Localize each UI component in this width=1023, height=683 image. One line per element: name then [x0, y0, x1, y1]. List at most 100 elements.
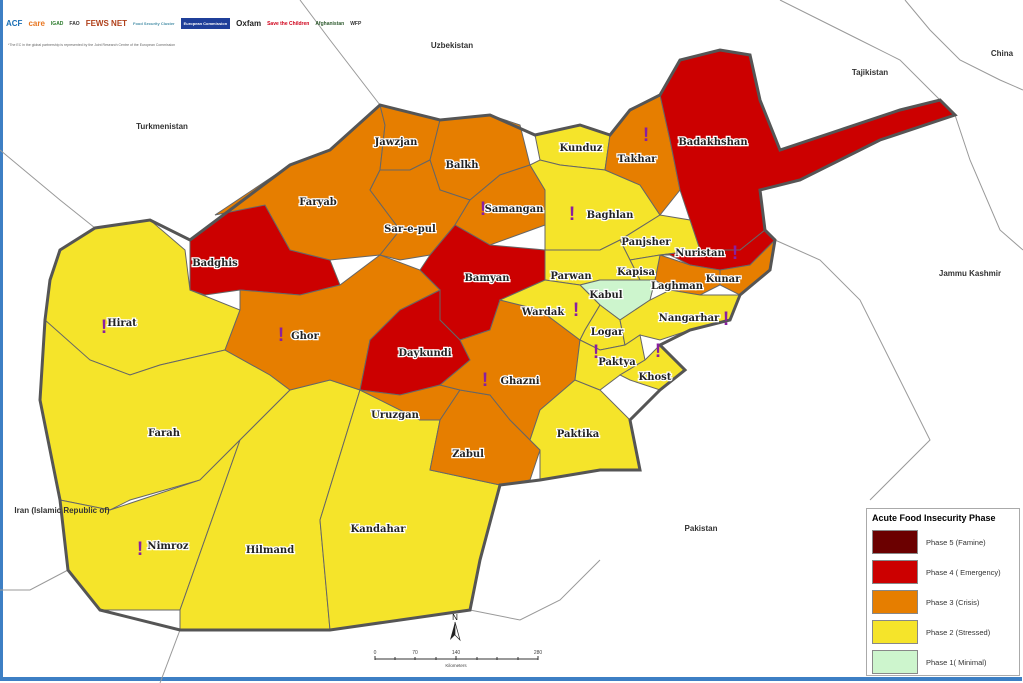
- label-samangan: Samangan: [485, 204, 545, 215]
- label-ghazni: Ghazni: [500, 376, 539, 387]
- legend-swatch: [872, 560, 918, 584]
- alert-baghlan: !: [569, 204, 575, 225]
- label-iran: Iran (Islamic Republic of): [14, 506, 109, 515]
- label-wardak: Wardak: [521, 307, 566, 318]
- legend-item: Phase 5 (Famine): [872, 527, 1019, 557]
- logo-care: care: [28, 19, 45, 28]
- label-sar-e-pul: Sar-e-pul: [384, 224, 436, 235]
- label-kandahar: Kandahar: [351, 524, 407, 535]
- scale-unit: Kilometers: [445, 663, 467, 668]
- alert-ghazni: !: [482, 370, 488, 391]
- alert-nangarhar: !: [723, 309, 729, 330]
- legend-swatch: [872, 620, 918, 644]
- province-labels: Hirat Farah Nimroz Hilmand Kandahar Badg…: [106, 136, 750, 558]
- north-arrow-icon: [450, 622, 455, 640]
- label-ghor: Ghor: [291, 331, 319, 342]
- label-khost: Khost: [639, 372, 672, 383]
- legend-swatch: [872, 650, 918, 674]
- logo-save-the-children: Save the Children: [267, 20, 310, 27]
- label-jawzjan: Jawzjan: [374, 137, 419, 148]
- label-pakistan: Pakistan: [685, 524, 718, 533]
- alert-nimroz: !: [137, 539, 143, 560]
- label-faryab: Faryab: [299, 197, 337, 208]
- north-label: N: [452, 613, 458, 622]
- label-takhar: Takhar: [618, 154, 658, 165]
- label-panjsher: Panjsher: [621, 237, 671, 248]
- label-parwan: Parwan: [550, 271, 592, 282]
- label-kapisa: Kapisa: [617, 267, 656, 278]
- legend: Acute Food Insecurity Phase Phase 5 (Fam…: [866, 508, 1020, 676]
- legend-label: Phase 3 (Crisis): [926, 597, 980, 607]
- label-farah: Farah: [148, 428, 181, 439]
- logo-footnote: *The EC in the global partnership is rep…: [8, 43, 176, 47]
- scale-tick: 140: [452, 650, 461, 656]
- alert-samangan: !: [480, 199, 486, 220]
- label-paktya: Paktya: [598, 357, 636, 368]
- scale-tick: 70: [412, 650, 418, 656]
- alert-paktya: !: [593, 342, 599, 363]
- label-logar: Logar: [591, 327, 624, 338]
- label-baghlan: Baghlan: [587, 210, 634, 221]
- legend-swatch: [872, 530, 918, 554]
- alert-markers: ! ! ! ! ! ! ! ! ! ! ! !: [101, 125, 738, 560]
- label-nuristan: Nuristan: [675, 248, 725, 259]
- label-turkmenistan: Turkmenistan: [136, 122, 188, 131]
- label-nimroz: Nimroz: [147, 541, 188, 552]
- label-kunduz: Kunduz: [560, 143, 603, 154]
- label-daykundi: Daykundi: [398, 348, 451, 359]
- label-badghis: Badghis: [192, 258, 238, 269]
- label-china: China: [991, 49, 1014, 58]
- label-kunar: Kunar: [706, 274, 741, 285]
- logo-fao: FAO: [69, 20, 80, 27]
- logo-oxfam: Oxfam: [236, 19, 262, 28]
- legend-swatch: [872, 590, 918, 614]
- legend-label: Phase 5 (Famine): [926, 537, 986, 547]
- scale-bar: N 0 70 140 280 Kilometers: [374, 613, 543, 668]
- logo-eu: European Commission: [180, 18, 231, 29]
- label-paktika: Paktika: [557, 429, 600, 440]
- province-badakhshan[interactable]: [659, 49, 956, 251]
- logo-fsc: Food Security Cluster: [133, 21, 175, 26]
- provinces: [39, 49, 956, 631]
- legend-label: Phase 1( Minimal): [926, 657, 987, 667]
- country-labels: Uzbekistan Tajikistan China Turkmenistan…: [14, 41, 1013, 533]
- logo-wfp: WFP: [350, 20, 362, 27]
- alert-ghor: !: [278, 325, 284, 346]
- legend-item: Phase 1( Minimal): [872, 647, 1019, 677]
- country-outline: [38, 48, 958, 632]
- label-balkh: Balkh: [446, 160, 480, 171]
- alert-khost: !: [655, 341, 661, 362]
- label-tajikistan: Tajikistan: [852, 68, 888, 77]
- legend-label: Phase 2 (Stressed): [926, 627, 991, 637]
- logo-fews-net: FEWS NET: [85, 19, 128, 28]
- label-jammu-kashmir: Jammu Kashmir: [939, 269, 1001, 278]
- label-hilmand: Hilmand: [246, 545, 294, 556]
- legend-item: Phase 2 (Stressed): [872, 617, 1019, 647]
- alert-hirat: !: [101, 317, 107, 338]
- partner-logos: ACF care IGAD FAO FEWS NET Food Security…: [6, 18, 361, 29]
- label-badakhshan: Badakhshan: [678, 137, 748, 148]
- label-hirat: Hirat: [107, 318, 137, 329]
- legend-item: Phase 4 ( Emergency): [872, 557, 1019, 587]
- label-bamyan: Bamyan: [464, 273, 510, 284]
- province-laghman[interactable]: [654, 254, 721, 296]
- logo-igad: IGAD: [50, 20, 64, 27]
- label-zabul: Zabul: [452, 449, 484, 460]
- scale-tick: 0: [374, 650, 377, 656]
- label-kabul: Kabul: [589, 290, 622, 301]
- alert-takhar: !: [643, 125, 649, 146]
- logo-acf: ACF: [6, 19, 23, 28]
- logo-afghanistan: Afghanistan: [315, 20, 345, 27]
- legend-label: Phase 4 ( Emergency): [926, 567, 1001, 577]
- label-nangarhar: Nangarhar: [659, 313, 720, 324]
- legend-title: Acute Food Insecurity Phase: [872, 513, 996, 523]
- label-uzbekistan: Uzbekistan: [431, 41, 473, 50]
- legend-item: Phase 3 (Crisis): [872, 587, 1019, 617]
- label-laghman: Laghman: [651, 281, 704, 292]
- alert-wardak: !: [573, 300, 579, 321]
- alert-nuristan: !: [732, 243, 738, 264]
- label-uruzgan: Uruzgan: [371, 410, 419, 421]
